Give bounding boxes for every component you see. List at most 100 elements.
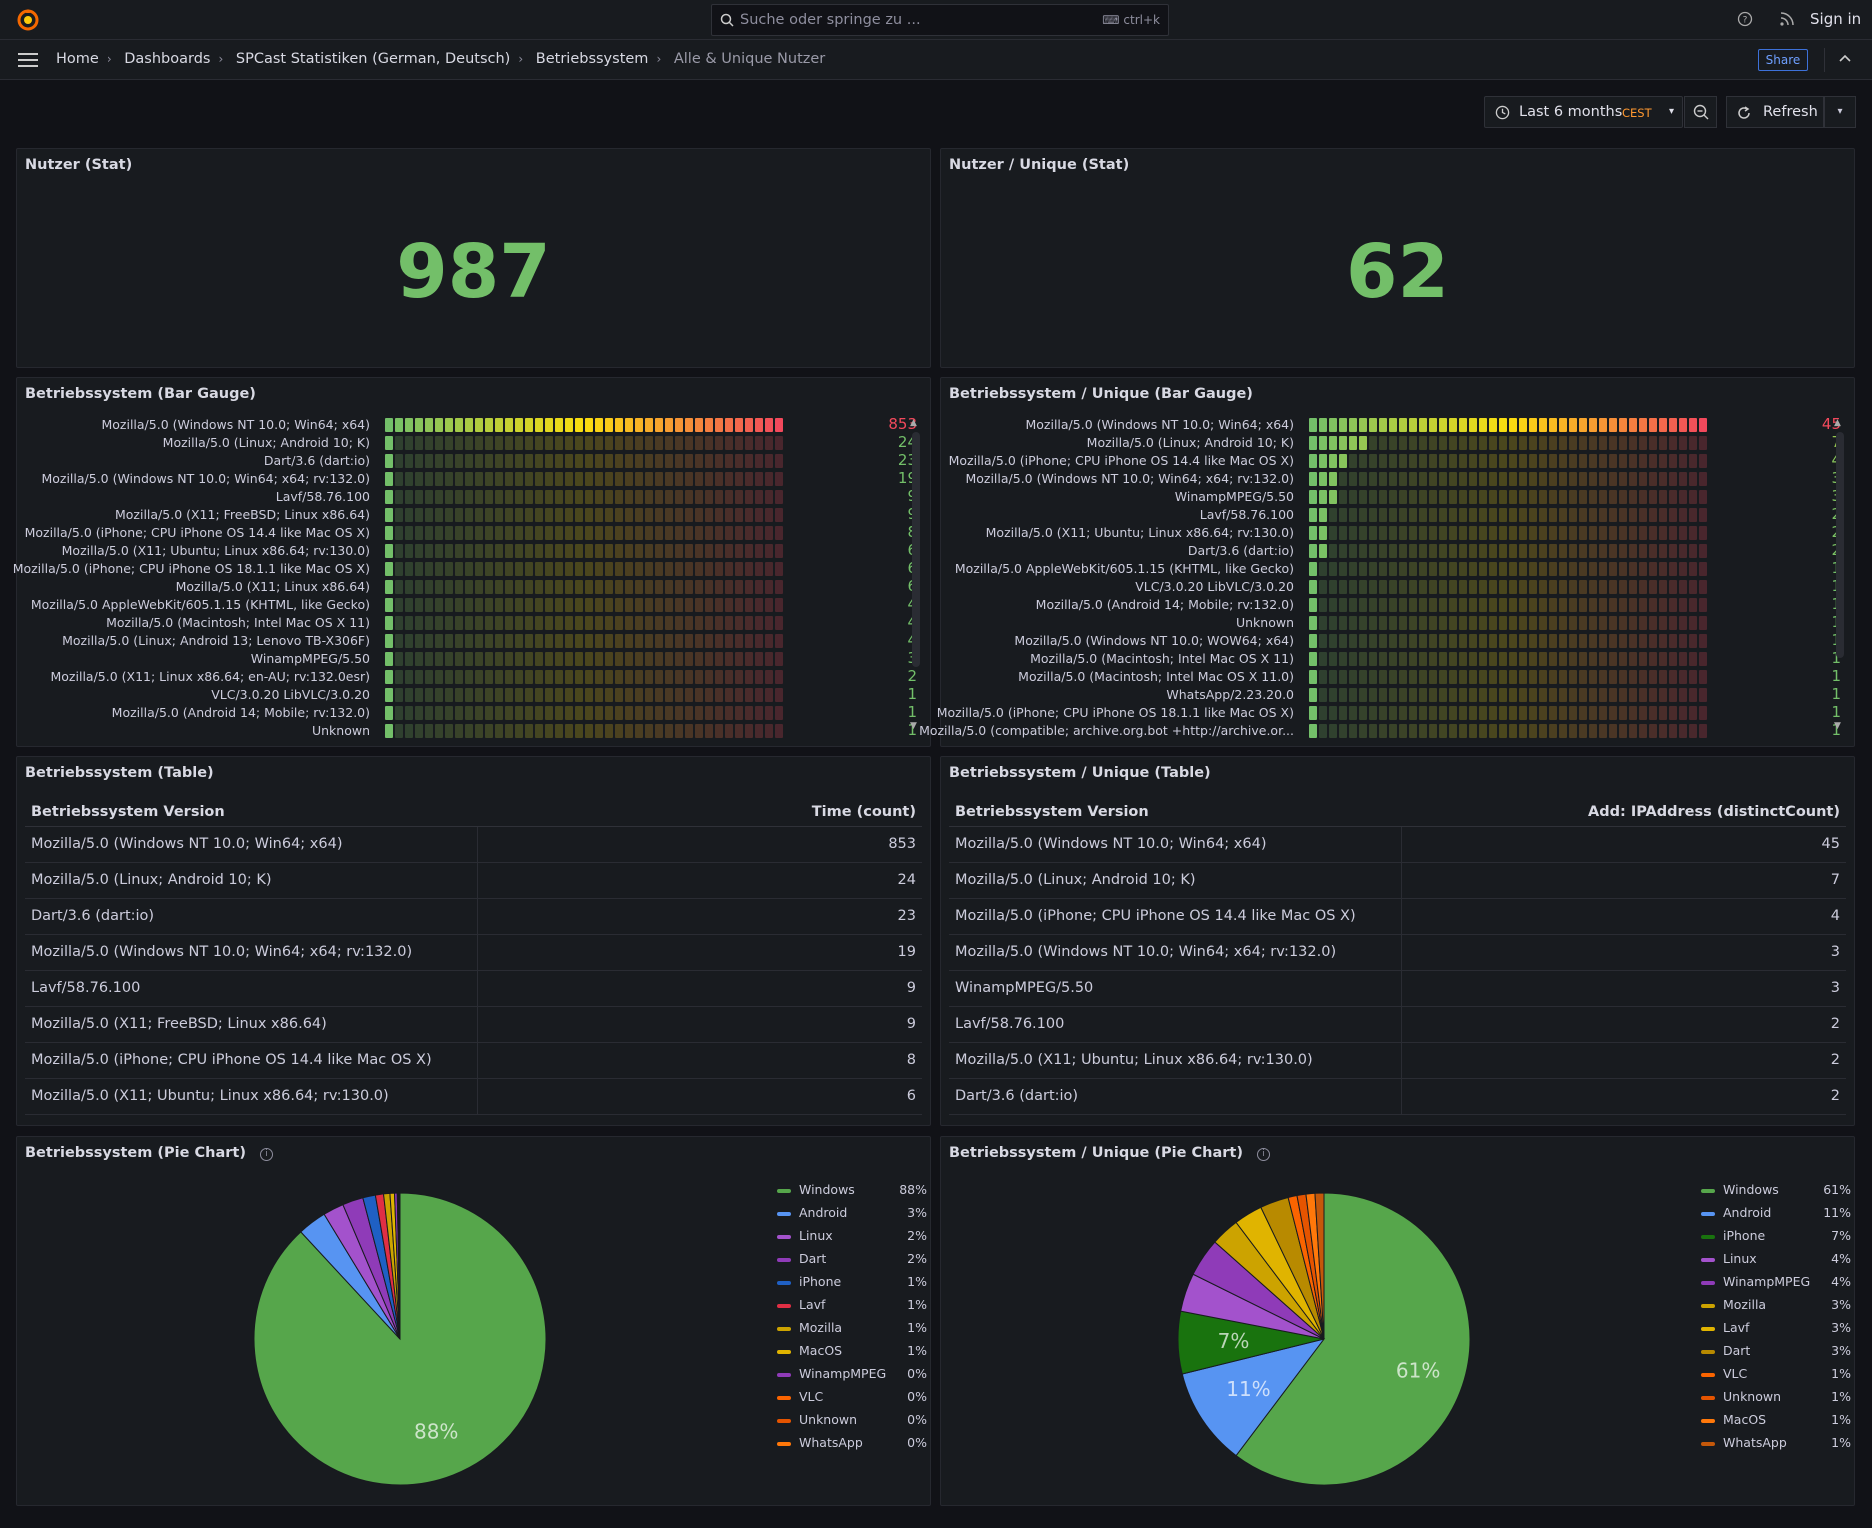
bar-gauge-panel-os[interactable]: Betriebssystem (Bar Gauge) Mozilla/5.0 (… xyxy=(13,377,931,747)
info-icon[interactable]: i xyxy=(259,1148,273,1161)
bar-gauge-row[interactable]: Dart/3.6 (dart:io) 23 xyxy=(17,451,930,470)
legend-item[interactable]: WinampMPEG 4% xyxy=(1701,1273,1851,1293)
table-panel-os[interactable]: Betriebssystem (Table) Betriebssystem Ve… xyxy=(16,756,931,1126)
hamburger-menu-icon[interactable] xyxy=(18,52,38,68)
bar-gauge-row[interactable]: Mozilla/5.0 (iPhone; CPU iPhone OS 18.1.… xyxy=(937,703,1854,722)
bar-gauge-row[interactable]: Mozilla/5.0 (Android 14; Mobile; rv:132.… xyxy=(941,595,1854,614)
refresh-button[interactable]: Refresh xyxy=(1726,96,1824,128)
legend-item[interactable]: Lavf 3% xyxy=(1701,1319,1851,1339)
bar-gauge-row[interactable]: Mozilla/5.0 (compatible; archive.org.bot… xyxy=(919,721,1854,740)
table-row[interactable]: Mozilla/5.0 (Windows NT 10.0; Win64; x64… xyxy=(949,827,1846,863)
bar-gauge-row[interactable]: Mozilla/5.0 (Macintosh; Intel Mac OS X 1… xyxy=(941,667,1854,686)
breadcrumb-folder[interactable]: SPCast Statistiken (German, Deutsch) xyxy=(235,51,511,67)
stat-panel-unique-users[interactable]: Nutzer / Unique (Stat) 62 xyxy=(940,148,1855,368)
table-panel-os-unique[interactable]: Betriebssystem / Unique (Table) Betriebs… xyxy=(940,756,1855,1126)
table-row[interactable]: Lavf/58.76.100 9 xyxy=(25,971,922,1007)
bar-gauge-row[interactable]: Mozilla/5.0 (X11; Linux x86.64; en-AU; r… xyxy=(17,667,930,686)
rss-icon[interactable] xyxy=(1779,11,1795,27)
refresh-interval-dropdown[interactable]: ▾ xyxy=(1824,96,1856,128)
grafana-logo-icon[interactable] xyxy=(16,8,40,32)
bar-gauge-row[interactable]: WinampMPEG/5.503 xyxy=(941,487,1854,506)
pie-slice-whatsapp[interactable] xyxy=(398,1192,401,1340)
legend-item[interactable]: WhatsApp 0% xyxy=(777,1434,927,1454)
legend-item[interactable]: VLC 1% xyxy=(1701,1365,1851,1385)
table-row[interactable]: Mozilla/5.0 (X11; Ubuntu; Linux x86.64; … xyxy=(25,1079,922,1115)
time-range-picker[interactable]: Last 6 months CEST ▾ xyxy=(1484,96,1683,128)
breadcrumb-subfolder[interactable]: Betriebssystem xyxy=(535,51,649,67)
bar-gauge-row[interactable]: Mozilla/5.0 (X11; Ubuntu; Linux x86.64; … xyxy=(941,523,1854,542)
bar-gauge-row[interactable]: Mozilla/5.0 (Linux; Android 10; K) 24 xyxy=(17,433,930,452)
table-row[interactable]: Mozilla/5.0 (Windows NT 10.0; Win64; x64… xyxy=(949,935,1846,971)
legend-item[interactable]: Android 11% xyxy=(1701,1204,1851,1224)
pie-panel-os-unique[interactable]: Betriebssystem / Unique (Pie Chart) i 61%… xyxy=(940,1136,1855,1506)
scroll-up-arrow[interactable]: ▲ xyxy=(1834,418,1841,428)
column-header-version[interactable]: Betriebssystem Version xyxy=(955,804,1149,820)
column-header-distinct-count[interactable]: Add: IPAddress (distinctCount) xyxy=(1588,804,1840,820)
scroll-down-arrow[interactable]: ▼ xyxy=(910,721,917,731)
bar-gauge-row[interactable]: Dart/3.6 (dart:io)2 xyxy=(941,541,1854,560)
scroll-down-arrow[interactable]: ▼ xyxy=(1834,721,1841,731)
pie-panel-os[interactable]: Betriebssystem (Pie Chart) i 88% Windows 8… xyxy=(16,1136,931,1506)
bar-gauge-row[interactable]: Mozilla/5.0 (Windows NT 10.0; Win64; x64… xyxy=(941,469,1854,488)
sign-in-link[interactable]: Sign in xyxy=(1810,10,1862,28)
scroll-up-arrow[interactable]: ▲ xyxy=(910,418,917,428)
bar-gauge-row[interactable]: Mozilla/5.0 AppleWebKit/605.1.15 (KHTML,… xyxy=(941,559,1854,578)
bar-gauge-row[interactable]: VLC/3.0.20 LibVLC/3.0.201 xyxy=(941,577,1854,596)
pie-slice-whatsapp[interactable] xyxy=(1314,1192,1325,1340)
table-row[interactable]: Mozilla/5.0 (Windows NT 10.0; Win64; x64… xyxy=(25,827,922,863)
breadcrumb-dashboards[interactable]: Dashboards xyxy=(124,51,211,67)
bar-gauge-row[interactable]: Mozilla/5.0 (iPhone; CPU iPhone OS 18.1.… xyxy=(13,559,930,578)
legend-item[interactable]: iPhone 7% xyxy=(1701,1227,1851,1247)
bar-gauge-row[interactable]: Mozilla/5.0 (Windows NT 10.0; Win64; x64… xyxy=(17,415,930,434)
bar-gauge-row[interactable]: Mozilla/5.0 (X11; FreeBSD; Linux x86.64)… xyxy=(17,505,930,524)
table-row[interactable]: Lavf/58.76.100 2 xyxy=(949,1007,1846,1043)
chevron-up-icon[interactable] xyxy=(1838,51,1852,65)
bar-gauge-row[interactable]: Mozilla/5.0 (Android 14; Mobile; rv:132.… xyxy=(17,703,930,722)
scrollbar[interactable] xyxy=(1836,432,1844,658)
legend-item[interactable]: MacOS 1% xyxy=(777,1342,927,1362)
legend-item[interactable]: WhatsApp 1% xyxy=(1701,1434,1851,1454)
legend-item[interactable]: Unknown 0% xyxy=(777,1411,927,1431)
column-header-version[interactable]: Betriebssystem Version xyxy=(31,804,225,820)
legend-item[interactable]: VLC 0% xyxy=(777,1388,927,1408)
table-row[interactable]: Dart/3.6 (dart:io) 23 xyxy=(25,899,922,935)
bar-gauge-row[interactable]: Mozilla/5.0 (Linux; Android 10; K)7 xyxy=(941,433,1854,452)
zoom-out-button[interactable] xyxy=(1684,96,1717,128)
legend-item[interactable]: Windows 88% xyxy=(777,1181,927,1201)
scrollbar[interactable] xyxy=(912,432,920,667)
table-row[interactable]: Mozilla/5.0 (Linux; Android 10; K) 7 xyxy=(949,863,1846,899)
bar-gauge-row[interactable]: Mozilla/5.0 (X11; Ubuntu; Linux x86.64; … xyxy=(17,541,930,560)
table-row[interactable]: Mozilla/5.0 (X11; FreeBSD; Linux x86.64)… xyxy=(25,1007,922,1043)
table-row[interactable]: WinampMPEG/5.50 3 xyxy=(949,971,1846,1007)
info-icon[interactable]: i xyxy=(1256,1148,1270,1161)
table-row[interactable]: Mozilla/5.0 (iPhone; CPU iPhone OS 14.4 … xyxy=(949,899,1846,935)
bar-gauge-panel-os-unique[interactable]: Betriebssystem / Unique (Bar Gauge) Mozi… xyxy=(919,377,1855,747)
bar-gauge-row[interactable]: Mozilla/5.0 (Windows NT 10.0; Win64; x64… xyxy=(941,415,1854,434)
table-row[interactable]: Mozilla/5.0 (Windows NT 10.0; Win64; x64… xyxy=(25,935,922,971)
bar-gauge-row[interactable]: Mozilla/5.0 (Macintosh; Intel Mac OS X 1… xyxy=(17,613,930,632)
bar-gauge-row[interactable]: WhatsApp/2.23.20.0 1 xyxy=(941,685,1854,704)
legend-item[interactable]: Linux 2% xyxy=(777,1227,927,1247)
stat-panel-users[interactable]: Nutzer (Stat) 987 xyxy=(16,148,931,368)
bar-gauge-row[interactable]: Mozilla/5.0 (iPhone; CPU iPhone OS 14.4 … xyxy=(941,451,1854,470)
bar-gauge-row[interactable]: Mozilla/5.0 (Windows NT 10.0; Win64; x64… xyxy=(17,469,930,488)
legend-item[interactable]: Windows 61% xyxy=(1701,1181,1851,1201)
legend-item[interactable]: Android 3% xyxy=(777,1204,927,1224)
bar-gauge-row[interactable]: Mozilla/5.0 (Windows NT 10.0; WOW64; x64… xyxy=(941,631,1854,650)
pie-slice-windows[interactable] xyxy=(1235,1192,1471,1486)
bar-gauge-row[interactable]: Mozilla/5.0 (X11; Linux x86.64)6 xyxy=(17,577,930,596)
bar-gauge-row[interactable]: Mozilla/5.0 (iPhone; CPU iPhone OS 14.4 … xyxy=(17,523,930,542)
help-icon[interactable]: ? xyxy=(1737,11,1753,27)
legend-item[interactable]: iPhone 1% xyxy=(777,1273,927,1293)
legend-item[interactable]: Linux 4% xyxy=(1701,1250,1851,1270)
bar-gauge-row[interactable]: Mozilla/5.0 (Macintosh; Intel Mac OS X 1… xyxy=(941,649,1854,668)
table-row[interactable]: Mozilla/5.0 (Linux; Android 10; K) 24 xyxy=(25,863,922,899)
legend-item[interactable]: Dart 3% xyxy=(1701,1342,1851,1362)
search-input[interactable]: Suche oder springe zu ... ⌨ ctrl+k xyxy=(711,4,1169,36)
legend-item[interactable]: Lavf 1% xyxy=(777,1296,927,1316)
pie-slice-android[interactable] xyxy=(1181,1338,1326,1457)
